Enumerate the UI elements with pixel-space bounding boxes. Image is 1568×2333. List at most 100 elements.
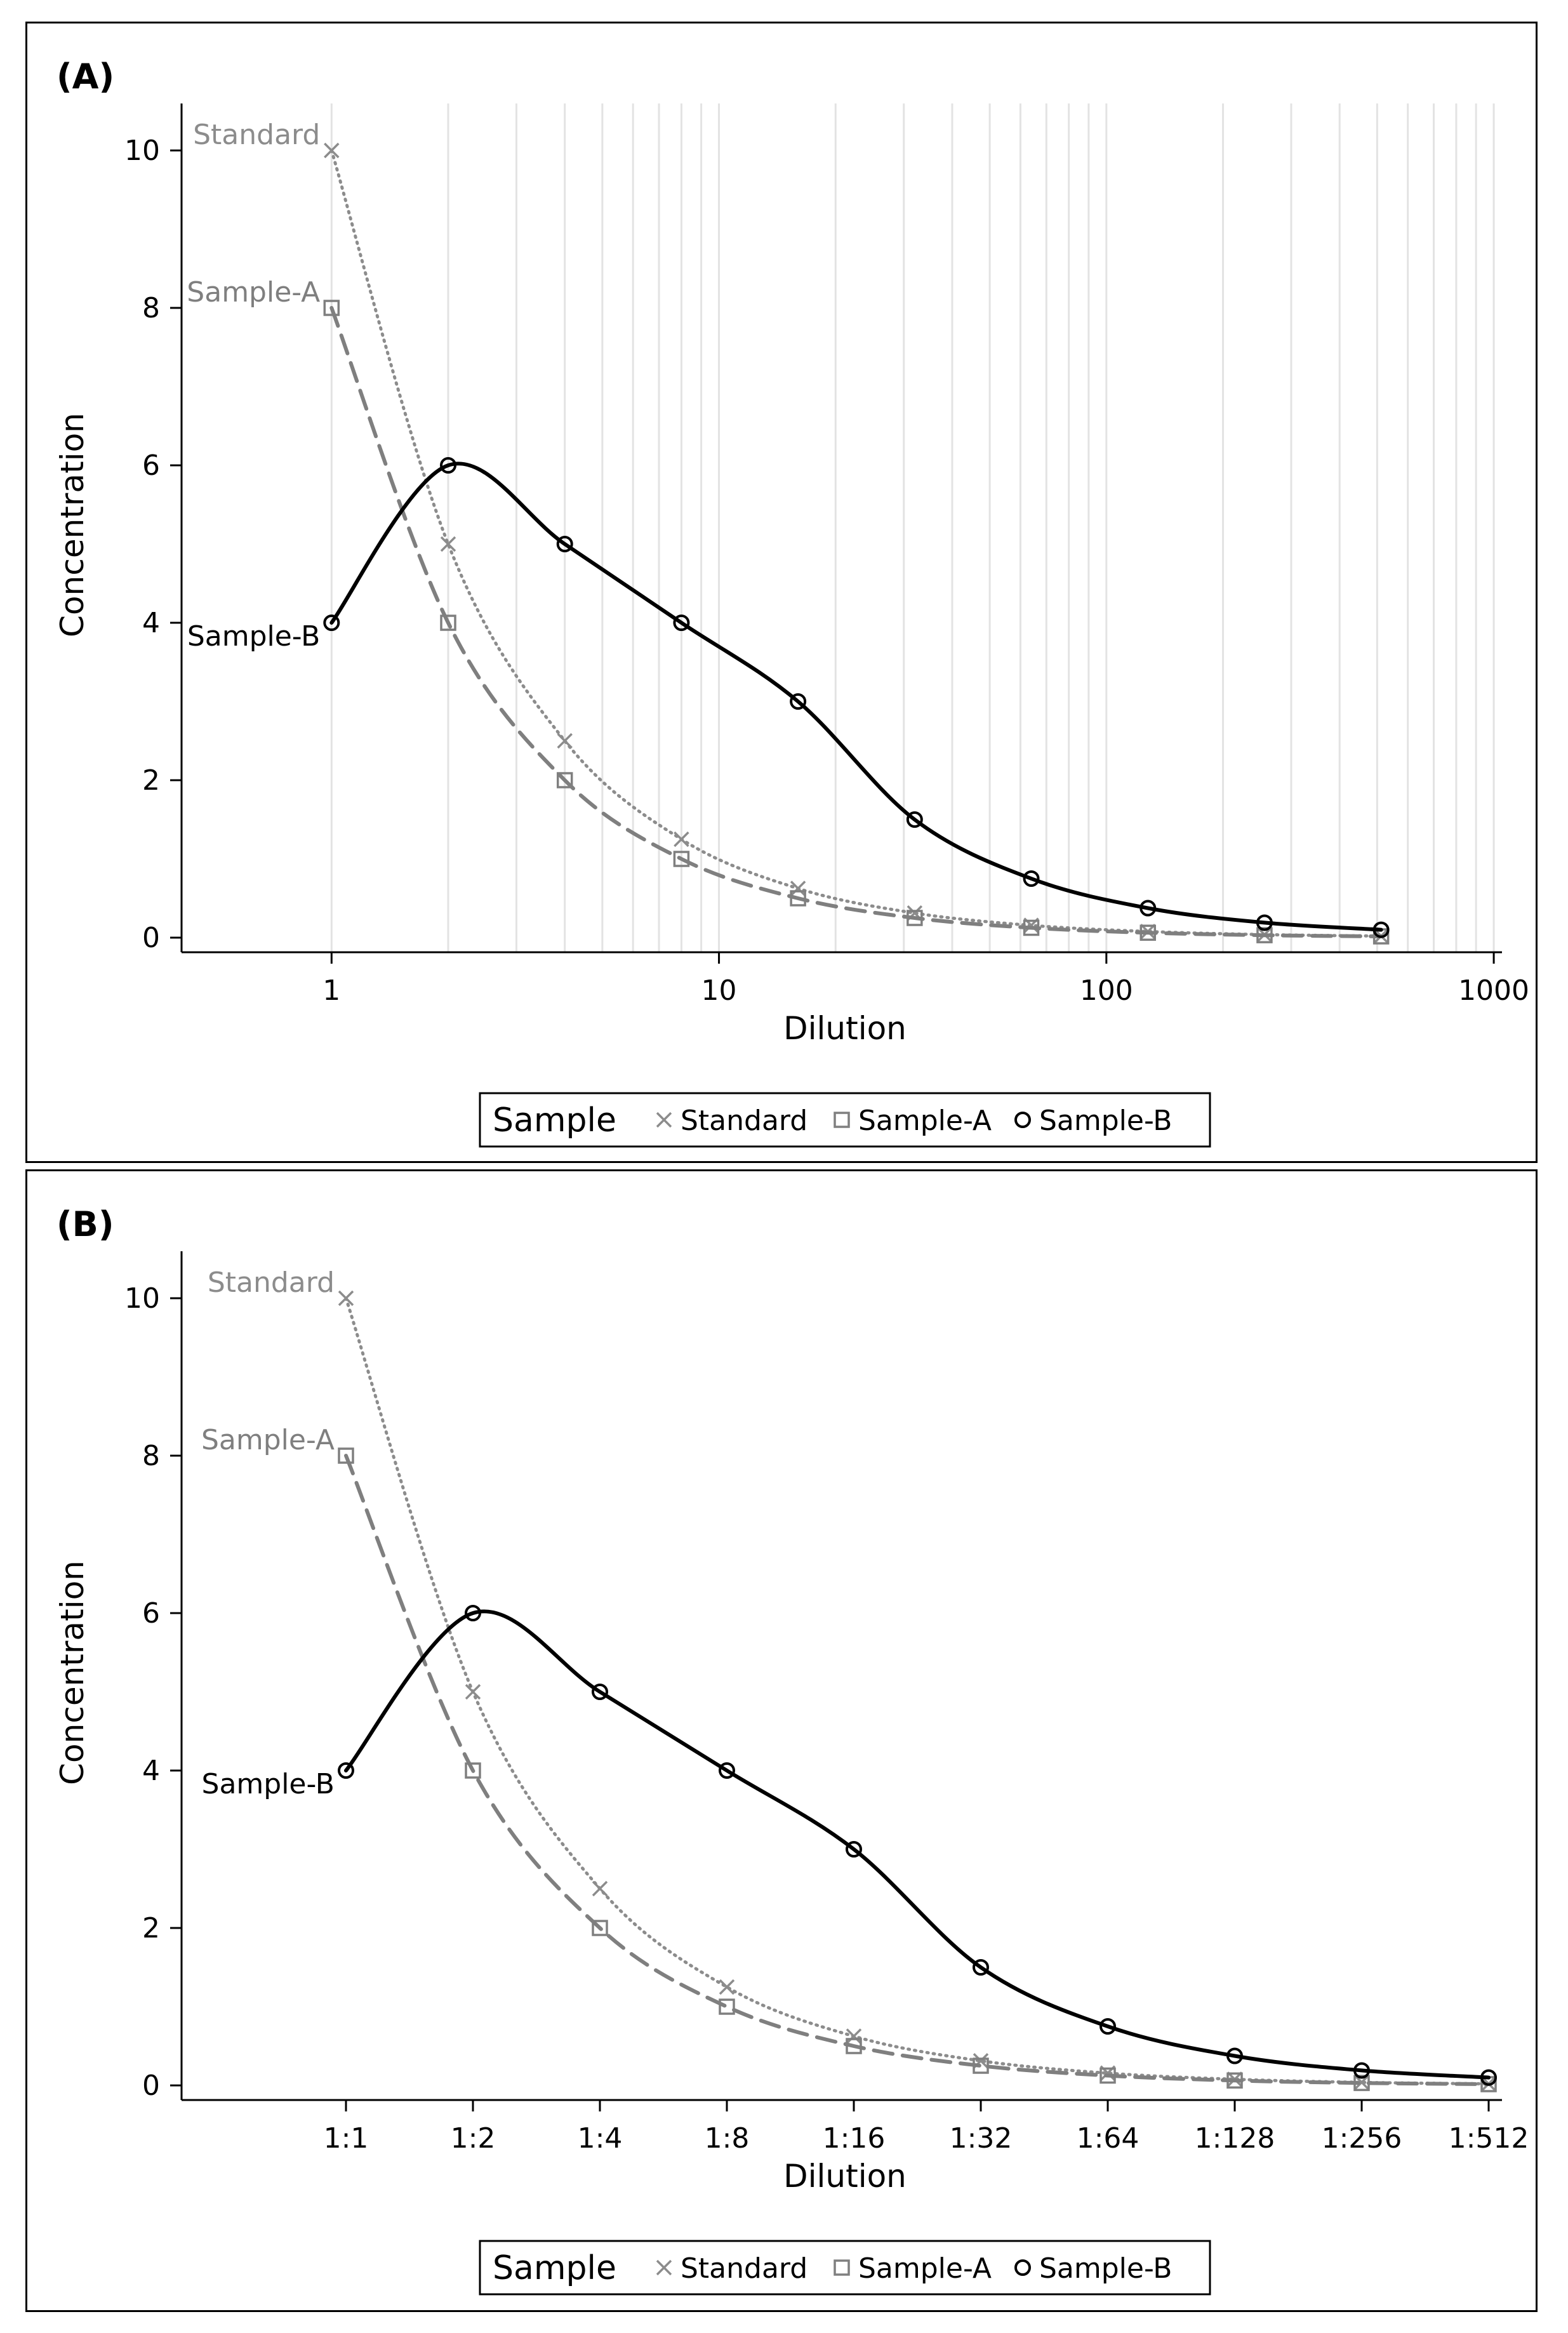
curve-label: Sample-B — [187, 620, 320, 653]
legend-marker — [656, 2259, 672, 2276]
x-axis-title: Dilution — [783, 2158, 907, 2195]
x-tick-label: 100 — [1080, 974, 1133, 1007]
data-point — [592, 1684, 608, 1700]
legend-box — [479, 2240, 1211, 2296]
data-point — [556, 536, 573, 552]
y-tick-label: 6 — [142, 1597, 160, 1630]
chart-a-svg: (A) 0 2 4 6 8 10 1 10 100 1000 Dilution Concentratio… — [54, 56, 1529, 1148]
y-tick-label: 4 — [142, 607, 160, 639]
x-tick-label: 1 — [322, 974, 340, 1007]
data-point — [846, 2028, 862, 2044]
chart-panel-a: (A) 0 2 4 6 8 10 1 10 100 1000 Dilution Concentratio… — [25, 22, 1538, 1163]
data-point — [1353, 2062, 1370, 2079]
data-point — [674, 831, 689, 847]
data-point — [1139, 900, 1157, 917]
legend-marker — [834, 2259, 850, 2276]
data-point — [790, 881, 806, 896]
data-point — [1226, 2072, 1243, 2089]
data-point — [790, 693, 807, 710]
y-tick-label: 2 — [142, 1912, 160, 1944]
y-tick-label: 8 — [142, 292, 160, 324]
series-line — [344, 1296, 1491, 2085]
data-point — [673, 851, 690, 867]
series-line — [344, 1609, 1491, 2080]
y-tick-label: 4 — [142, 1755, 160, 1787]
data-point — [323, 615, 340, 631]
x-tick-label: 1:32 — [950, 2122, 1013, 2155]
x-tick-label: 1:8 — [705, 2122, 750, 2155]
data-point — [1023, 870, 1040, 887]
x-tick-label: 10 — [701, 974, 737, 1007]
series-line — [329, 462, 1383, 932]
axes: 0 2 4 6 8 10 1:1 1:2 1:4 1:8 1:16 1:32 1:64 1:128 1:25… — [124, 1251, 1529, 2155]
chart-b-svg: (B) 0 2 4 6 8 10 1:1 1:2 1:4 1:8 1:16 1:32 1:64 1:128 1… — [54, 1204, 1529, 2296]
data-point — [1226, 2047, 1243, 2064]
data-point — [1256, 927, 1273, 943]
data-point — [338, 1762, 354, 1779]
data-point — [465, 1762, 481, 1779]
legend-title: Sample — [493, 1101, 616, 1140]
x-tick-label: 1:16 — [823, 2122, 886, 2155]
data-point — [907, 910, 923, 926]
y-tick-label: 10 — [124, 135, 160, 167]
chart-panel-b: (B) 0 2 4 6 8 10 1:1 1:2 1:4 1:8 1:16 1:32 1:64 1:128 1… — [25, 1169, 1538, 2312]
data-point — [673, 615, 690, 631]
data-point — [324, 142, 340, 159]
data-point — [440, 457, 457, 474]
series-sample-a: Sample-A — [201, 1424, 1497, 2092]
data-point — [338, 1290, 354, 1306]
x-tick-label: 1:256 — [1322, 2122, 1402, 2155]
data-point — [719, 1979, 735, 1995]
legend-item: Sample-A — [858, 2252, 992, 2285]
data-point — [846, 2038, 862, 2054]
data-point — [790, 890, 806, 907]
data-point — [906, 811, 923, 828]
y-axis-title: Concentration — [54, 1560, 91, 1785]
data-point — [1480, 2069, 1497, 2086]
data-point — [1023, 919, 1040, 936]
series-standard: Standard — [208, 1266, 1497, 2092]
curve-label: Standard — [208, 1266, 335, 1299]
data-point — [440, 615, 456, 631]
x-tick-label: 1:512 — [1449, 2122, 1529, 2155]
data-point — [1353, 2075, 1370, 2091]
legend: Sample Standard Sample-A Sample-B — [479, 1092, 1211, 1148]
data-point — [846, 1841, 862, 1858]
y-tick-label: 10 — [124, 1282, 160, 1315]
series-sample-b: Sample-B — [202, 1605, 1497, 2086]
data-point — [465, 1684, 481, 1700]
axes: 0 2 4 6 8 10 1 10 100 1000 — [124, 103, 1529, 1007]
data-point — [719, 1762, 735, 1779]
y-axis-title: Concentration — [54, 413, 91, 637]
x-tick-label: 1:128 — [1195, 2122, 1275, 2155]
data-point — [556, 772, 573, 788]
curve-label: Sample-A — [201, 1424, 335, 1456]
legend-item: Standard — [681, 1105, 807, 1137]
gridlines — [330, 103, 1495, 952]
data-point — [1256, 914, 1273, 931]
panel-label: (A) — [56, 56, 114, 96]
legend-item: Sample-B — [1039, 2252, 1172, 2285]
data-point — [323, 300, 340, 316]
data-point — [338, 1447, 354, 1464]
x-tick-label: 1:4 — [578, 2122, 623, 2155]
curve-label: Sample-A — [187, 276, 320, 309]
x-axis-title: Dilution — [783, 1010, 907, 1047]
data-point — [973, 2057, 989, 2074]
series-line — [344, 1454, 1491, 2086]
curve-label: Standard — [193, 119, 320, 151]
data-point — [465, 1605, 481, 1621]
y-tick-label: 6 — [142, 449, 160, 482]
y-tick-label: 8 — [142, 1440, 160, 1472]
legend-marker — [1014, 2259, 1031, 2276]
data-point — [1100, 2018, 1116, 2035]
data-point — [1139, 924, 1156, 941]
curve-label: Sample-B — [202, 1768, 335, 1800]
legend-title: Sample — [493, 2249, 616, 2287]
y-tick-label: 0 — [142, 922, 160, 954]
x-tick-label: 1:1 — [324, 2122, 369, 2155]
x-tick-label: 1000 — [1458, 974, 1529, 1007]
y-tick-label: 0 — [142, 2070, 160, 2102]
series-standard: Standard — [193, 119, 1389, 944]
legend-marker — [1014, 1112, 1031, 1128]
